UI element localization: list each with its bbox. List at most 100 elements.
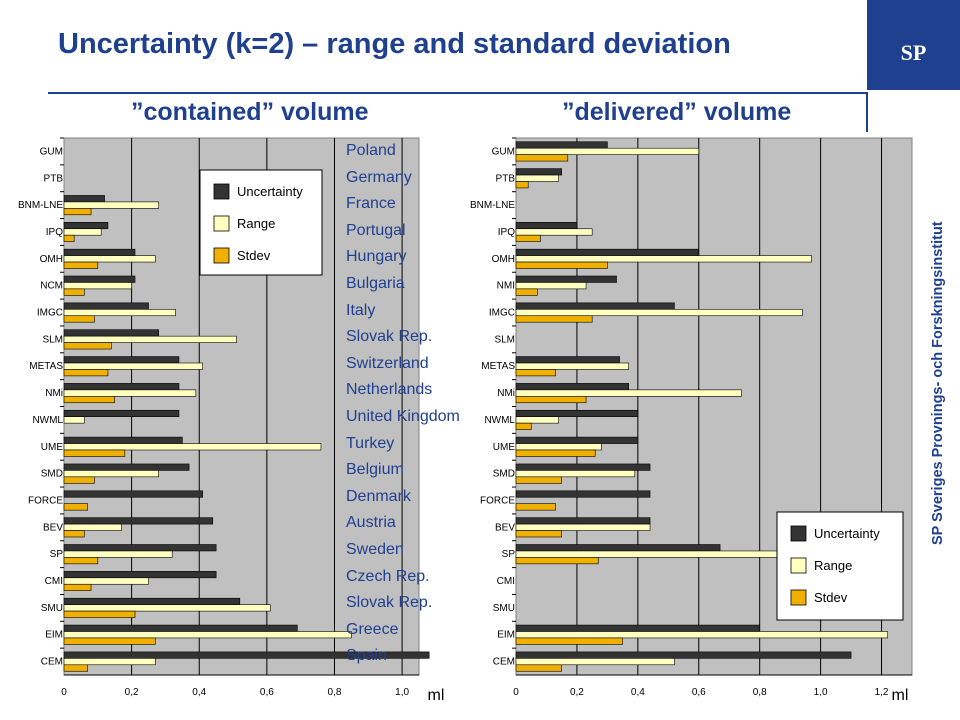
stdev-bar xyxy=(63,503,88,511)
uncertainty-bar xyxy=(63,195,105,203)
range-bar xyxy=(63,282,132,290)
y-tick-label: EIM xyxy=(45,630,63,641)
y-tick-label: SMD xyxy=(41,469,63,480)
uncertainty-bar xyxy=(515,624,760,632)
y-tick-label: EIM xyxy=(497,630,515,641)
x-unit-label: ml xyxy=(892,687,909,704)
range-bar xyxy=(63,443,322,451)
stdev-bar xyxy=(63,476,95,484)
stdev-bar xyxy=(515,288,538,296)
uncertainty-bar xyxy=(515,383,630,391)
y-tick-label: SLM xyxy=(494,334,515,345)
title-divider xyxy=(48,92,868,94)
range-bar xyxy=(515,416,559,424)
range-bar xyxy=(63,470,159,478)
country-label: Sweden xyxy=(346,541,404,558)
uncertainty-bar xyxy=(515,463,651,471)
y-tick-label: SMU xyxy=(493,603,515,614)
y-tick-label: OMH xyxy=(40,254,63,265)
y-tick-label: NWML xyxy=(484,415,515,426)
country-label: Slovak Rep. xyxy=(346,594,433,612)
y-tick-label: FORCE xyxy=(480,495,515,506)
x-tick-label: 0 xyxy=(513,687,519,698)
uncertainty-bar xyxy=(63,571,217,579)
y-tick-label: METAS xyxy=(481,361,515,372)
stdev-bar xyxy=(515,637,623,645)
y-tick-label: NCM xyxy=(40,281,63,292)
y-tick-label: CEM xyxy=(41,657,63,668)
stdev-bar xyxy=(63,234,75,242)
uncertainty-bar xyxy=(515,168,562,176)
legend-label-uncertainty: Uncertainty xyxy=(814,526,880,541)
stdev-bar xyxy=(63,637,156,645)
country-label: Germany xyxy=(346,168,412,186)
country-label: Netherlands xyxy=(346,381,433,399)
x-tick-label: 0,8 xyxy=(753,687,767,698)
range-bar xyxy=(515,174,559,182)
y-tick-label: GUM xyxy=(40,146,63,157)
country-label: France xyxy=(346,195,396,213)
stdev-bar xyxy=(63,288,85,296)
legend-swatch-uncertainty xyxy=(790,525,807,542)
delivered-volume-title: ”delivered” volume xyxy=(562,98,792,126)
stdev-bar xyxy=(515,449,596,457)
stdev-bar xyxy=(515,234,541,242)
legend-swatch-range xyxy=(790,557,807,574)
range-bar xyxy=(515,255,812,263)
uncertainty-bar xyxy=(515,356,620,364)
sp-logo: SP xyxy=(867,0,960,90)
range-bar xyxy=(515,470,636,478)
stdev-bar xyxy=(63,261,99,269)
range-bar xyxy=(515,147,700,155)
legend: Uncertainty Range Stdev xyxy=(199,169,323,276)
stdev-bar xyxy=(515,261,608,269)
y-tick-label: GUM xyxy=(492,146,515,157)
range-bar xyxy=(515,309,803,317)
range-bar xyxy=(515,550,782,558)
y-tick-label: CEM xyxy=(493,657,515,668)
uncertainty-bar xyxy=(515,248,700,256)
stdev-bar xyxy=(63,208,92,216)
y-tick-label: SLM xyxy=(42,334,63,345)
y-tick-label: BNM-LNE xyxy=(470,200,515,211)
country-label: Turkey xyxy=(346,434,395,452)
range-bar xyxy=(515,362,630,370)
y-tick-label: BNM-LNE xyxy=(18,200,63,211)
legend-label-stdev: Stdev xyxy=(814,590,848,605)
stdev-bar xyxy=(515,395,587,404)
y-tick-label: BEV xyxy=(43,522,63,533)
uncertainty-bar xyxy=(515,651,852,659)
x-tick-label: 0,4 xyxy=(192,687,206,698)
legend-label-range: Range xyxy=(814,558,852,573)
x-unit-label: ml xyxy=(428,687,445,704)
y-tick-label: NMi xyxy=(497,388,515,399)
range-bar xyxy=(63,389,197,397)
uncertainty-bar xyxy=(515,490,651,498)
country-label: Hungary xyxy=(346,248,407,266)
stdev-bar xyxy=(515,154,569,162)
x-tick-label: 0,2 xyxy=(570,687,584,698)
country-label: Austria xyxy=(346,514,396,532)
uncertainty-bar xyxy=(63,222,109,230)
x-tick-label: 1,0 xyxy=(814,687,828,698)
stdev-bar xyxy=(63,449,126,457)
page-title: Uncertainty (k=2) – range and standard d… xyxy=(58,28,731,60)
range-bar xyxy=(63,335,237,343)
stdev-bar xyxy=(515,422,532,430)
range-bar xyxy=(63,228,102,236)
uncertainty-bar xyxy=(63,383,180,391)
x-tick-label: 0,2 xyxy=(125,687,139,698)
stdev-bar xyxy=(63,530,85,538)
legend-swatch-range xyxy=(213,215,230,232)
range-bar xyxy=(63,658,156,666)
y-tick-label: CMI xyxy=(45,576,63,587)
x-tick-label: 1,2 xyxy=(875,687,889,698)
y-tick-label: UME xyxy=(493,442,516,453)
legend-swatch-uncertainty xyxy=(213,183,230,200)
range-bar xyxy=(515,228,593,236)
y-tick-label: METAS xyxy=(29,361,63,372)
range-bar xyxy=(63,604,271,612)
range-bar xyxy=(63,523,122,531)
country-label: Switzerland xyxy=(346,354,429,372)
